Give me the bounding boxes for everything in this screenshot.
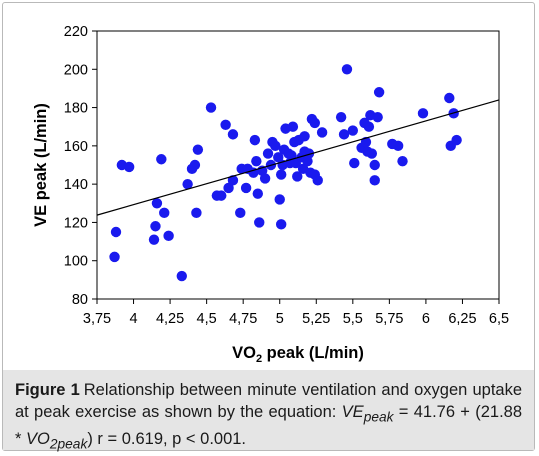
- data-point: [249, 134, 261, 146]
- y-tick-label: 160: [64, 139, 88, 155]
- y-tick-label: 120: [64, 215, 88, 231]
- y-tick-label: 100: [64, 254, 88, 270]
- data-point: [189, 159, 201, 171]
- x-tick-label: 6,5: [489, 311, 509, 327]
- x-tick-label: 5,75: [375, 311, 403, 327]
- x-tick-label: 6: [422, 311, 430, 327]
- y-tick-label: 180: [64, 101, 88, 117]
- data-point: [286, 150, 297, 161]
- data-point: [223, 182, 234, 194]
- data-point: [176, 270, 187, 282]
- caption-eq-lhs-sub: peak: [363, 409, 394, 425]
- data-point: [369, 175, 380, 186]
- data-point: [349, 157, 360, 169]
- data-point: [227, 129, 239, 140]
- data-point: [220, 119, 231, 130]
- data-point: [347, 125, 359, 136]
- data-point: [235, 207, 246, 219]
- caption-eq-stats: ) r = 0.619, p < 0.001.: [87, 430, 247, 449]
- x-axis-title: VO2 peak (L/min): [232, 344, 364, 365]
- data-point: [191, 207, 202, 219]
- x-tick-label: 3,75: [83, 311, 111, 327]
- x-tick-label: 5,5: [343, 311, 363, 327]
- data-point: [292, 171, 303, 182]
- x-tick-label: 5: [276, 311, 284, 327]
- data-point: [240, 182, 252, 194]
- data-point: [270, 140, 281, 152]
- data-point: [273, 152, 284, 163]
- caption-text: Relationship between minute ventilation …: [15, 381, 523, 421]
- data-point: [366, 148, 378, 159]
- x-tick-label: 6,25: [448, 311, 476, 327]
- data-points: [109, 64, 462, 282]
- data-point: [227, 175, 239, 186]
- data-point: [372, 111, 383, 123]
- data-point: [369, 159, 380, 171]
- plot-area-frame: [96, 30, 500, 300]
- x-tick-label: 4,75: [229, 311, 257, 327]
- x-tick-label: 4,25: [156, 311, 184, 327]
- x-axis-ticks: 3,75 4 4,25 4,5 4,75 5 5,25 5,5 5,75 6 6,25 6,5: [83, 299, 509, 327]
- data-point: [341, 64, 353, 75]
- data-point: [335, 111, 347, 123]
- data-point: [192, 144, 204, 155]
- caption-label: Figure 1: [15, 381, 80, 399]
- data-point: [148, 234, 160, 245]
- data-point: [205, 102, 217, 113]
- data-point: [363, 121, 375, 132]
- x-tick-label: 4: [130, 311, 138, 327]
- data-point: [274, 194, 285, 205]
- caption-eq-mid: = 41.76 + (21.88 *: [15, 403, 523, 449]
- data-point: [150, 221, 161, 232]
- data-point: [275, 219, 287, 230]
- data-point: [373, 87, 385, 98]
- y-tick-label: 200: [64, 62, 88, 78]
- figure-caption: Figure 1 Relationship between minute vent…: [3, 370, 534, 452]
- scatter-chart: 80 100 120 140 160 180 200 220 3,75 4 4,25 4,5 4,75…: [32, 24, 509, 365]
- data-point: [216, 190, 227, 201]
- data-point: [451, 134, 462, 146]
- data-point: [151, 198, 163, 209]
- data-point: [182, 178, 193, 190]
- data-point: [299, 131, 310, 142]
- x-tick-label: 4,5: [197, 311, 217, 327]
- y-tick-label: 140: [64, 177, 88, 193]
- data-point: [252, 188, 263, 199]
- data-point: [397, 155, 408, 167]
- y-tick-label: 80: [72, 292, 88, 308]
- data-point: [254, 217, 265, 228]
- y-axis-title: VE peak (L/min): [32, 103, 50, 227]
- data-point: [123, 161, 135, 173]
- data-point: [316, 127, 328, 138]
- data-point: [156, 154, 167, 165]
- data-point: [309, 117, 321, 129]
- data-point: [417, 108, 429, 119]
- y-tick-label: 220: [64, 24, 88, 40]
- y-axis-ticks: 80 100 120 140 160 180 200 220: [64, 24, 97, 308]
- data-point: [444, 92, 455, 104]
- data-point: [163, 230, 174, 242]
- x-axis-title-main: VO: [232, 344, 256, 362]
- data-point: [159, 207, 170, 219]
- data-point: [262, 148, 274, 159]
- caption-eq-vo: VO: [26, 430, 50, 449]
- data-point: [109, 251, 120, 263]
- data-point: [312, 175, 323, 186]
- data-point: [110, 226, 122, 238]
- data-point: [287, 121, 299, 132]
- x-tick-label: 5,25: [302, 311, 330, 327]
- data-point: [338, 129, 350, 140]
- data-point: [303, 148, 315, 159]
- x-axis-title-rest: peak (L/min): [262, 344, 364, 362]
- data-point: [251, 155, 262, 167]
- x-axis-title-sub: 2: [256, 353, 262, 365]
- regression-line: [96, 99, 500, 216]
- data-point: [275, 169, 287, 180]
- data-point: [259, 173, 271, 184]
- caption-eq-lhs: VE: [341, 403, 364, 421]
- caption-eq-vo-sub: 2peak: [49, 436, 88, 452]
- data-point: [392, 140, 404, 152]
